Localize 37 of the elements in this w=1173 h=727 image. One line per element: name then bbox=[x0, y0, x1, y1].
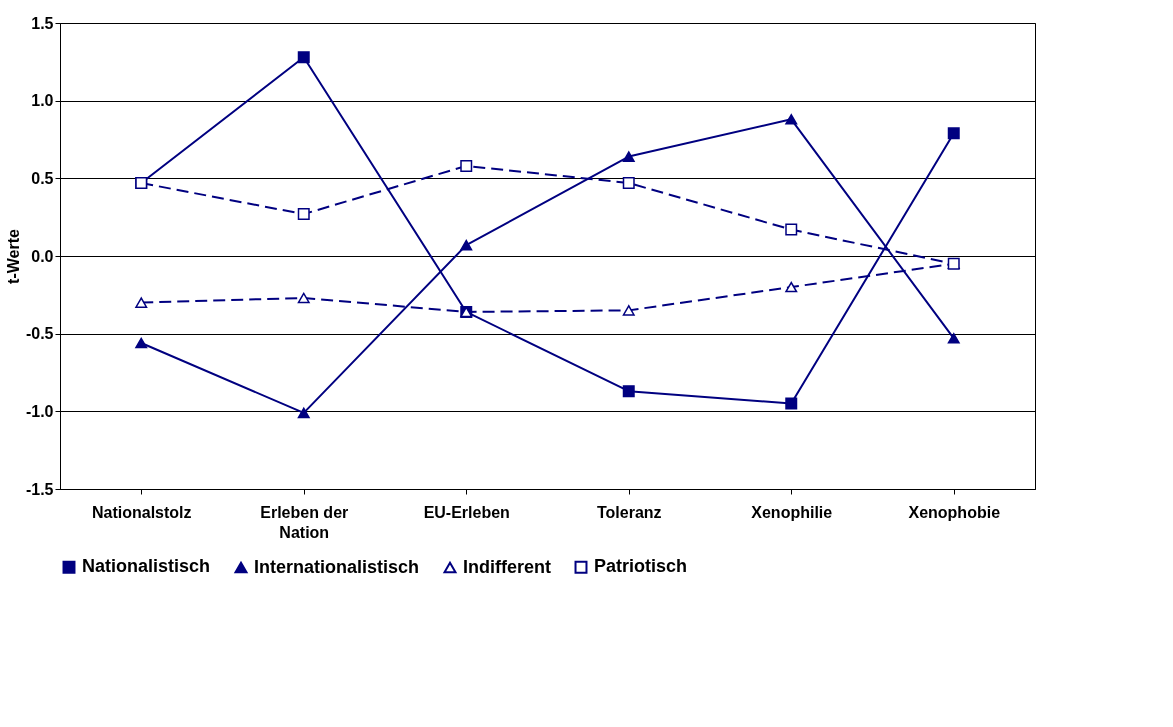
legend-label: Nationalistisch bbox=[82, 556, 211, 577]
point bbox=[785, 223, 798, 236]
point bbox=[297, 407, 310, 419]
legend-label: Indifferent bbox=[463, 556, 551, 577]
x-tick-label: Nationalstolz bbox=[91, 503, 192, 521]
point bbox=[947, 257, 960, 270]
y-tick-label: 1.5 bbox=[31, 14, 54, 32]
point bbox=[135, 297, 148, 308]
point bbox=[460, 159, 473, 172]
y-tick-label: 1.0 bbox=[31, 92, 54, 110]
y-tick-label: -0.5 bbox=[25, 325, 54, 343]
y-tick-label: -1.0 bbox=[25, 402, 54, 420]
point bbox=[622, 151, 635, 162]
y-axis-title: t-Werte bbox=[4, 228, 22, 284]
point bbox=[785, 114, 798, 125]
point bbox=[947, 127, 960, 140]
x-tick-label: EU-Erleben bbox=[423, 503, 510, 521]
point bbox=[297, 51, 310, 64]
y-tick-label: 0.0 bbox=[31, 247, 54, 265]
point bbox=[947, 333, 960, 344]
x-tick-label: Toleranz bbox=[596, 503, 662, 521]
point bbox=[460, 239, 473, 251]
legend-label: Patriotisch bbox=[594, 556, 688, 577]
point bbox=[785, 397, 798, 410]
y-tick-label: 0.5 bbox=[31, 169, 54, 187]
y-tick-label: -1.5 bbox=[25, 480, 54, 498]
x-tick-label: Erleben der Nation bbox=[260, 503, 349, 541]
point bbox=[297, 292, 310, 304]
point bbox=[622, 385, 635, 398]
x-tick-label: Xenophilie bbox=[751, 503, 833, 521]
point bbox=[297, 208, 310, 221]
point bbox=[622, 177, 635, 189]
point bbox=[622, 305, 635, 316]
legend-label: Internationalistisch bbox=[254, 556, 420, 577]
point bbox=[785, 281, 798, 293]
x-tick-label: Xenophobie bbox=[908, 503, 1001, 521]
point bbox=[135, 337, 148, 349]
